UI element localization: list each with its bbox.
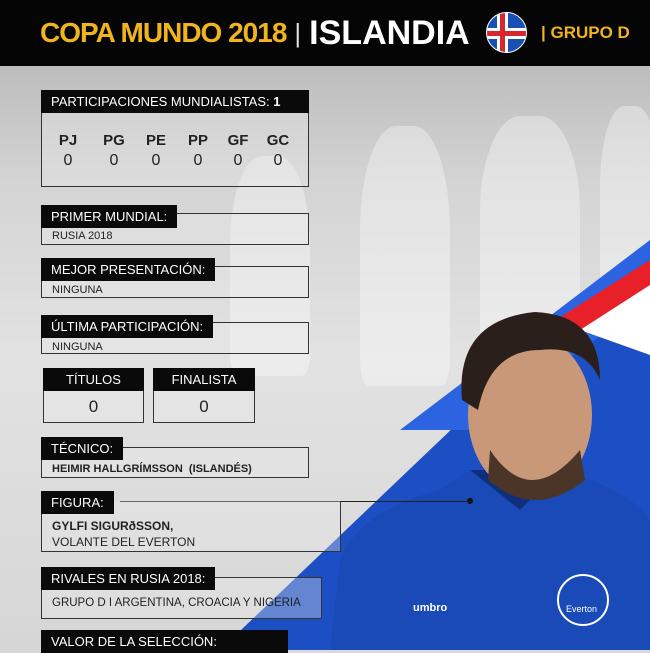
iceland-flag-icon	[486, 12, 527, 53]
coach-name: HEIMIR HALLGRÍMSSON	[52, 463, 183, 475]
first-world-cup-label: PRIMER MUNDIAL:	[41, 205, 178, 228]
coach-nationality: (ISLANDÉS)	[188, 463, 252, 475]
player-beard	[488, 450, 585, 500]
player-face	[468, 335, 592, 495]
everton-crest-text: Everton	[566, 604, 597, 614]
stat-value-gf: 0	[233, 152, 243, 169]
player-shirt	[330, 470, 650, 650]
first-world-cup-value: RUSIA 2018	[52, 230, 113, 242]
group-label: | GRUPO D	[541, 23, 630, 42]
everton-crest	[557, 574, 609, 626]
stat-header-gf: GF	[227, 132, 249, 149]
stat-header-pg: PG	[103, 132, 125, 149]
figure-label: FIGURA:	[41, 491, 114, 514]
stat-value-pj: 0	[63, 152, 73, 169]
stat-value-pe: 0	[151, 152, 161, 169]
stat-header-pj: PJ	[58, 132, 78, 149]
participations-label: PARTICIPACIONES MUNDIALISTAS: 1	[41, 90, 309, 113]
finalist-label: FINALISTA	[153, 368, 255, 391]
finalist-value: 0	[199, 397, 209, 416]
title-separator: |	[294, 17, 302, 48]
header: COPA MUNDO 2018 | ISLANDIA | GRUPO D	[0, 0, 650, 66]
rivals-value: GRUPO D I ARGENTINA, CROACIA Y NIGERIA	[52, 597, 301, 609]
best-result-value: NINGUNA	[52, 284, 103, 296]
last-participation-label: ÚLTIMA PARTICIPACIÓN:	[41, 315, 214, 338]
figure-pointer-dot	[467, 498, 473, 504]
best-result-label: MEJOR PRESENTACIÓN:	[41, 258, 216, 281]
umbro-logo: umbro	[413, 602, 448, 614]
participations-label-text: PARTICIPACIONES MUNDIALISTAS:	[51, 94, 270, 109]
stat-value-gc: 0	[273, 152, 283, 169]
player-hair	[461, 312, 600, 410]
coach-line: HEIMIR HALLGRÍMSSON (ISLANDÉS)	[52, 463, 252, 475]
title-country: ISLANDIA	[309, 13, 470, 52]
titles-value: 0	[88, 397, 99, 416]
stat-value-pp: 0	[193, 152, 203, 169]
stat-value-pg: 0	[109, 152, 119, 169]
figure-role: VOLANTE DEL EVERTON	[52, 535, 196, 549]
participations-count: 1	[273, 94, 281, 109]
team-value-label: VALOR DE LA SELECCIÓN:	[41, 630, 288, 653]
last-participation-value: NINGUNA	[52, 341, 103, 353]
rivals-label: RIVALES EN RUSIA 2018:	[41, 567, 216, 590]
figure-pointer-line	[120, 501, 470, 502]
figure-name: GYLFI SIGURðSSON,	[52, 519, 174, 533]
title-copa-mundo: COPA MUNDO 2018	[40, 17, 287, 48]
stat-header-gc: GC	[266, 132, 290, 149]
title-row: COPA MUNDO 2018 | ISLANDIA	[40, 12, 470, 54]
white-stripe	[580, 285, 650, 355]
stat-header-pp: PP	[187, 132, 208, 149]
stat-header-pe: PE	[145, 132, 166, 149]
coach-label: TÉCNICO:	[41, 437, 124, 460]
titles-label: TÍTULOS	[43, 368, 144, 391]
